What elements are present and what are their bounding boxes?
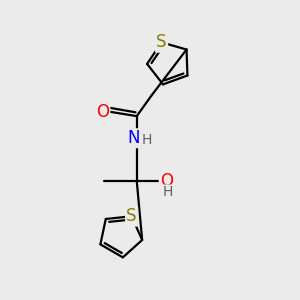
Text: S: S <box>126 207 137 225</box>
Text: H: H <box>142 133 152 147</box>
Text: N: N <box>127 129 140 147</box>
Text: O: O <box>160 172 173 190</box>
Text: O: O <box>96 103 110 121</box>
Text: S: S <box>156 33 167 51</box>
Text: H: H <box>163 185 173 199</box>
